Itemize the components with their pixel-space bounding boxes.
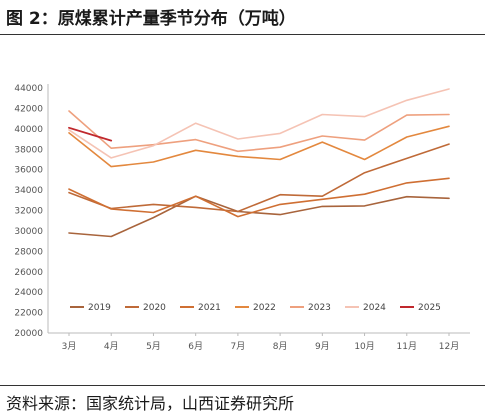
series-line-2020: [68, 143, 450, 213]
title-rule: [0, 34, 485, 35]
series-line-2025: [68, 126, 113, 142]
chart-legend: 2019 2020 2021 2022 2023 2024 2025: [70, 303, 441, 313]
legend-label-2020: 2020: [143, 303, 166, 313]
source-note: 资料来源：国家统计局，山西证券研究所: [6, 394, 295, 413]
y-tick-label: 38000: [14, 145, 43, 155]
y-tick-label: 34000: [14, 186, 43, 196]
legend-label-2021: 2021: [198, 303, 221, 313]
series-line-2024: [68, 88, 450, 159]
legend-label-2019: 2019: [88, 303, 111, 313]
legend-label-2022: 2022: [253, 303, 276, 313]
y-tick-label: 36000: [14, 166, 43, 176]
x-tick-label: 7月: [231, 341, 246, 352]
legend-label-2024: 2024: [363, 303, 386, 313]
chart-series: [68, 88, 450, 238]
x-tick-label: 8月: [273, 341, 288, 352]
series-line-2023: [68, 110, 450, 153]
y-tick-label: 26000: [14, 268, 43, 278]
y-tick-label: 20000: [14, 329, 43, 339]
y-tick-label: 30000: [14, 227, 43, 237]
x-tick-label: 11月: [397, 341, 417, 352]
x-tick-label: 12月: [439, 341, 459, 352]
legend-label-2025: 2025: [418, 303, 441, 313]
y-tick-label: 32000: [14, 207, 43, 217]
y-tick-label: 28000: [14, 247, 43, 257]
y-tick-label: 24000: [14, 288, 43, 298]
legend-label-2023: 2023: [308, 303, 331, 313]
x-tick-label: 6月: [188, 341, 203, 352]
source-rule: [0, 385, 485, 386]
x-tick-label: 5月: [146, 341, 161, 352]
x-tick-label: 10月: [354, 341, 374, 352]
figure-title: 图 2：原煤累计产量季节分布（万吨）: [6, 9, 296, 29]
y-tick-label: 42000: [14, 104, 43, 114]
chart-axes: 20000 22000 24000 26000 28000 30000 32000 34000…: [14, 84, 470, 352]
y-tick-label: 44000: [14, 84, 43, 94]
y-tick-label: 40000: [14, 125, 43, 135]
y-tick-label: 22000: [14, 309, 43, 319]
x-tick-label: 4月: [104, 341, 119, 352]
x-tick-label: 3月: [62, 341, 77, 352]
x-tick-label: 9月: [315, 341, 330, 352]
series-line-2022: [68, 125, 450, 168]
series-line-2019: [68, 195, 450, 238]
series-line-2021: [68, 177, 450, 218]
